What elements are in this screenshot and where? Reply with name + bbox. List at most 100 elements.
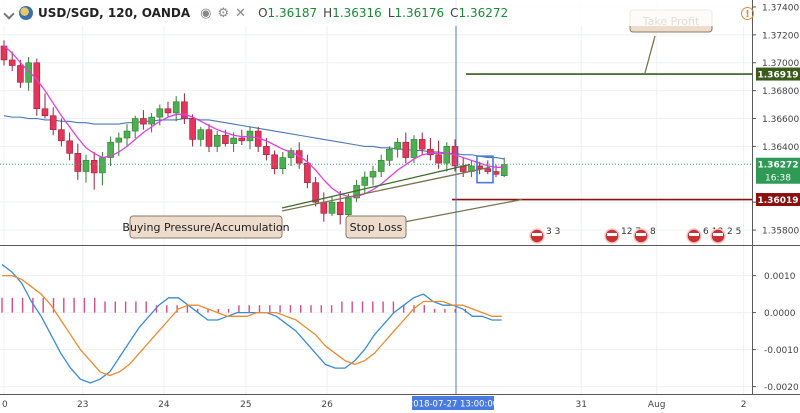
chart-header: USD/SGD, 120, OANDA ◉ ⚙ ✕ O 1.36187 H 1.36…: [0, 0, 750, 26]
macd-signal-line: [2, 274, 502, 377]
candle-body: [74, 153, 82, 172]
event-flag-stripe: [607, 233, 617, 236]
candle-body: [156, 108, 164, 118]
candle-body: [33, 62, 41, 110]
info-icon[interactable]: !: [741, 7, 754, 20]
candle-body: [410, 139, 418, 158]
candle-body: [213, 134, 221, 147]
symbol-title: USD/SGD, 120, OANDA: [38, 6, 191, 20]
candle-body: [82, 160, 90, 172]
accumulation-callout-box: [129, 215, 283, 239]
macd-axis-label: 0.0010: [764, 272, 796, 282]
candles: [0, 40, 508, 225]
take-profit-pointer: [644, 35, 656, 74]
event-flag-stripe: [532, 233, 542, 236]
economic-event-flag: 2 5: [710, 227, 741, 244]
trend-line-accumulation: [281, 166, 491, 212]
close-label: C: [450, 6, 459, 20]
price-axis-badge: 1.36919: [756, 67, 800, 81]
candle-body: [123, 130, 131, 139]
candle-body: [263, 146, 270, 156]
candle-body: [66, 140, 73, 154]
trend-line-accumulation-2: [281, 163, 471, 209]
stop-loss-callout-text: Stop Loss: [350, 221, 403, 234]
price-axis-label: 1.37000: [762, 59, 799, 69]
candle-body: [197, 129, 205, 140]
candle-body: [131, 118, 139, 132]
candle-body: [492, 171, 500, 175]
candle-body: [377, 160, 385, 172]
low-value: 1.36176: [394, 6, 445, 20]
time-axis-label: 23: [77, 400, 88, 410]
candle-body: [246, 130, 254, 142]
candle-body: [115, 137, 123, 143]
candle-body: [386, 148, 393, 161]
candle-body: [8, 59, 16, 66]
time-axis-label: 0: [2, 400, 8, 410]
crosshair-badge-text: 2018-07-27 13:00:00: [408, 400, 498, 410]
candle-body: [336, 201, 344, 216]
candle-body: [443, 146, 451, 164]
time-axis-label: 24: [158, 400, 170, 410]
price-badge-bg: [756, 193, 800, 207]
accumulation-callout-text: Buying Pressure/Accumulation: [122, 221, 289, 234]
candle-body: [99, 157, 106, 174]
candle-body: [345, 197, 352, 216]
trend-line-stoploss: [403, 198, 523, 223]
close-icon[interactable]: ✕: [235, 5, 247, 21]
macd-axis-label: -0.0020: [764, 383, 799, 393]
high-label: H: [323, 6, 333, 20]
candle-body: [304, 162, 311, 183]
event-count: 2 5: [727, 227, 741, 237]
candle-body: [181, 101, 188, 119]
settings-icon[interactable]: ⚙: [217, 5, 230, 21]
candle-body: [17, 65, 24, 83]
candle-body: [140, 118, 147, 125]
candle-body: [320, 201, 328, 214]
time-axis-label: Aug: [648, 400, 666, 410]
candle-body: [238, 137, 246, 142]
collapse-chevron-icon[interactable]: [3, 7, 15, 19]
candle-body: [172, 101, 180, 114]
economic-event-flag: 8: [633, 227, 656, 244]
macd-axis-label: 0.0000: [764, 309, 796, 319]
event-flag-stripe: [713, 233, 723, 236]
price-axis-badge: 1.36272 16:38: [756, 157, 800, 184]
price-badge-subtext: 16:38: [765, 174, 791, 184]
time-axis-label: 2: [741, 400, 747, 410]
candle-body: [312, 182, 319, 203]
crosshair-badge-bg: [412, 396, 494, 410]
time-axis-label: 26: [321, 400, 333, 410]
candle-body: [230, 137, 237, 144]
price-axis-label: 1.37200: [762, 31, 799, 41]
candle-body: [164, 108, 172, 114]
price-badge-bg: [756, 157, 800, 184]
price-axis-label: 1.37400: [762, 3, 799, 13]
candle-body: [402, 141, 410, 158]
time-axis-label: 31: [576, 400, 587, 410]
economic-event-flag: 3 3: [529, 227, 560, 244]
price-axis-label: 1.35800: [762, 227, 799, 237]
event-flag-stripe: [689, 233, 699, 236]
candle-body: [41, 108, 49, 117]
time-axis-label: 25: [240, 400, 251, 410]
price-axis-label: 1.36400: [762, 143, 799, 153]
macd-line: [1, 263, 502, 384]
high-value: 1.36316: [332, 6, 382, 20]
candle-body: [148, 116, 155, 125]
candle-body: [49, 115, 57, 130]
candle-body: [271, 154, 278, 170]
candle-body: [58, 129, 65, 142]
candle-body: [90, 160, 98, 174]
candle-body: [484, 168, 492, 172]
candle-body: [500, 164, 508, 176]
candle-body: [107, 141, 114, 158]
eye-icon[interactable]: ◉: [200, 5, 212, 21]
candle-body: [418, 139, 426, 150]
candle-body: [205, 129, 213, 147]
event-flag-stripe: [636, 233, 646, 236]
candle-body: [361, 176, 369, 186]
accumulation-callout: Buying Pressure/Accumulation: [122, 215, 290, 239]
